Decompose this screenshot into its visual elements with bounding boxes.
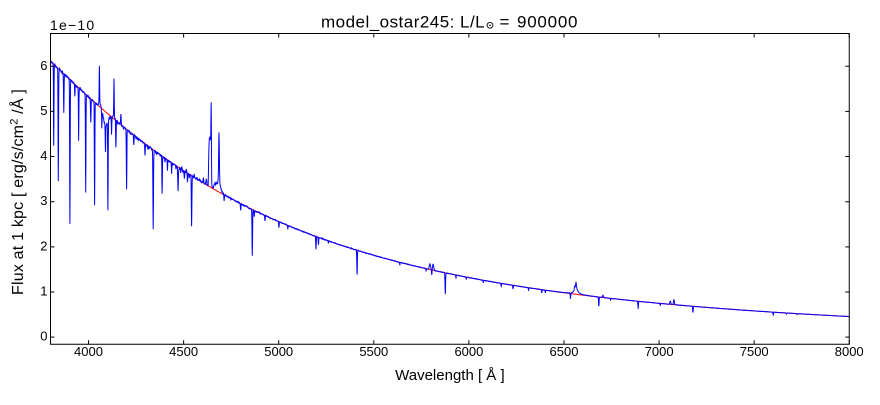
svg-text:6500: 6500 [550,344,579,359]
svg-text:1: 1 [40,284,47,299]
svg-text:8000: 8000 [835,344,864,359]
svg-text:4: 4 [40,148,47,163]
svg-text:Flux at 1 kpc [ erg/s/cm2 /Å ]: Flux at 1 kpc [ erg/s/cm2 /Å ] [8,89,27,295]
svg-text:2: 2 [40,238,47,253]
svg-text:5: 5 [40,103,47,118]
svg-text:model_ostar245: L/L: model_ostar245: L/L [321,13,485,32]
svg-text:6000: 6000 [454,344,483,359]
svg-text:=: = [500,13,510,32]
svg-text:4000: 4000 [74,344,103,359]
svg-text:6: 6 [40,58,47,73]
svg-text:7500: 7500 [740,344,769,359]
svg-text:4500: 4500 [169,344,198,359]
svg-text:7000: 7000 [645,344,674,359]
svg-text:Wavelength [ Å ]: Wavelength [ Å ] [395,367,505,384]
svg-text:5500: 5500 [359,344,388,359]
svg-text:3: 3 [40,193,47,208]
svg-text:900000: 900000 [517,13,578,32]
svg-text:5000: 5000 [264,344,293,359]
svg-text:1e−10: 1e−10 [50,17,95,33]
svg-text:0: 0 [40,329,47,344]
